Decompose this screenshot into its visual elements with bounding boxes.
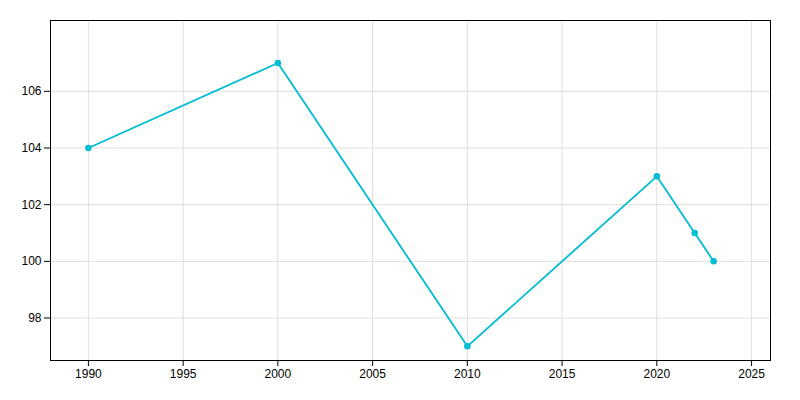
- svg-text:1990: 1990: [75, 367, 102, 381]
- svg-text:2025: 2025: [738, 367, 765, 381]
- svg-text:2010: 2010: [454, 367, 481, 381]
- svg-text:2015: 2015: [549, 367, 576, 381]
- svg-text:2020: 2020: [643, 367, 670, 381]
- svg-text:104: 104: [21, 141, 41, 155]
- svg-text:106: 106: [21, 84, 41, 98]
- svg-text:102: 102: [21, 198, 41, 212]
- svg-text:2000: 2000: [265, 367, 292, 381]
- svg-text:2005: 2005: [359, 367, 386, 381]
- svg-text:98: 98: [28, 311, 42, 325]
- svg-text:100: 100: [21, 254, 41, 268]
- svg-text:1995: 1995: [170, 367, 197, 381]
